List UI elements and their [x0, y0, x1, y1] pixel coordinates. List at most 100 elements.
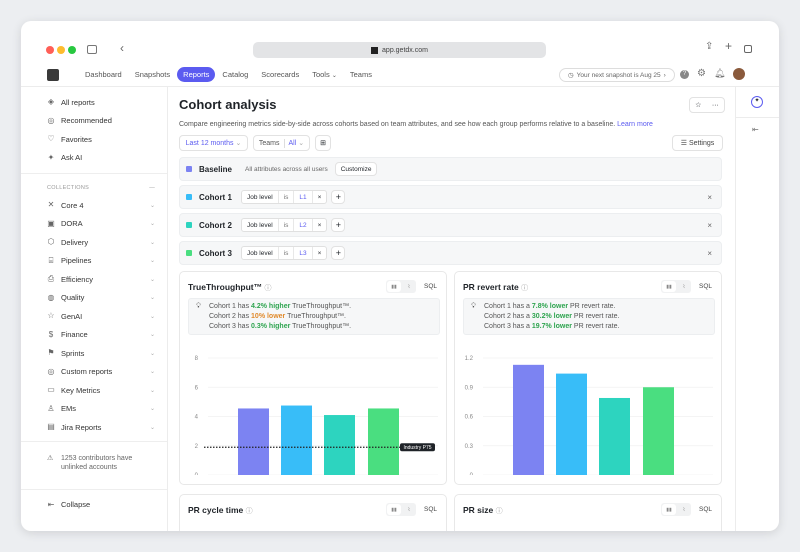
- remove-filter-icon[interactable]: ×: [317, 249, 322, 257]
- nav-tools[interactable]: Tools ⌄: [306, 67, 343, 82]
- learn-more-link[interactable]: Learn more: [617, 121, 653, 128]
- add-filter-button[interactable]: +: [331, 246, 346, 260]
- unlinked-accounts-warning[interactable]: ⚠ 1253 contributors have unlinked account…: [21, 446, 167, 486]
- chevron-down-icon[interactable]: ⌄: [149, 313, 155, 320]
- ai-assistant-icon[interactable]: ✦: [751, 96, 763, 108]
- filter-value[interactable]: L1: [294, 191, 313, 203]
- expand-panel-icon[interactable]: ⇤: [752, 125, 759, 134]
- maximize-window-button[interactable]: [68, 46, 76, 54]
- info-icon[interactable]: ⓘ: [495, 508, 503, 515]
- bell-icon[interactable]: 🔔︎: [714, 68, 726, 78]
- app-logo[interactable]: [47, 68, 59, 81]
- nav-scorecards[interactable]: Scorecards: [261, 70, 300, 79]
- help-icon[interactable]: ?: [680, 70, 689, 79]
- sidebar-item-collection[interactable]: ⎙ Efficiency ⌄: [21, 270, 167, 289]
- chevron-down-icon[interactable]: ⌄: [149, 424, 155, 431]
- collapse-collections-icon[interactable]: —: [149, 185, 155, 191]
- sidebar-item-collection[interactable]: ◍ Quality ⌄: [21, 289, 167, 308]
- remove-cohort-icon[interactable]: ×: [707, 248, 712, 258]
- cohort-filter[interactable]: Job level is L2 ×: [241, 218, 328, 232]
- cohort-filter[interactable]: Job level is L3 ×: [241, 246, 328, 260]
- sidebar-toggle-icon[interactable]: [87, 45, 97, 54]
- sidebar-item-collection[interactable]: ♙ EMs ⌄: [21, 400, 167, 419]
- chevron-down-icon[interactable]: ⌄: [149, 350, 155, 357]
- nav-snapshots[interactable]: Snapshots: [134, 70, 171, 79]
- teams-select[interactable]: Teams All ⌄: [253, 135, 310, 151]
- minimize-window-button[interactable]: [57, 46, 65, 54]
- sql-button[interactable]: SQL: [424, 283, 438, 290]
- sql-button[interactable]: SQL: [424, 506, 438, 513]
- line-chart-icon[interactable]: ⌇: [682, 283, 686, 290]
- sidebar-item-collection[interactable]: ⬡ Delivery ⌄: [21, 233, 167, 252]
- bar-chart-icon[interactable]: ▮▮: [662, 281, 676, 292]
- bar-chart-icon[interactable]: ▮▮: [662, 504, 676, 515]
- sidebar-item-collection[interactable]: $ Finance ⌄: [21, 326, 167, 345]
- sidebar-item-collection[interactable]: ☆ GenAI ⌄: [21, 307, 167, 326]
- chevron-down-icon[interactable]: ⌄: [149, 239, 155, 246]
- remove-cohort-icon[interactable]: ×: [707, 220, 712, 230]
- sidebar-item-collection[interactable]: ◎ Custom reports ⌄: [21, 363, 167, 382]
- sidebar-item-collection[interactable]: ▭ Key Metrics ⌄: [21, 381, 167, 400]
- chart-type-toggle[interactable]: ▮▮ ⌇: [386, 503, 416, 516]
- chevron-down-icon[interactable]: ⌄: [149, 387, 155, 394]
- tabs-overview-icon[interactable]: [744, 45, 752, 53]
- sql-button[interactable]: SQL: [699, 506, 713, 513]
- chevron-down-icon[interactable]: ⌄: [149, 221, 155, 228]
- filter-value[interactable]: L3: [294, 247, 313, 259]
- avatar[interactable]: [733, 68, 745, 80]
- nav-teams[interactable]: Teams: [349, 70, 372, 79]
- chevron-down-icon[interactable]: ⌄: [149, 295, 155, 302]
- info-icon[interactable]: ⓘ: [264, 285, 272, 292]
- sidebar-item-collection[interactable]: ⌸ Pipelines ⌄: [21, 252, 167, 271]
- more-icon[interactable]: ···: [711, 101, 719, 109]
- nav-dashboard[interactable]: Dashboard: [85, 70, 122, 79]
- line-chart-icon[interactable]: ⌇: [407, 283, 411, 290]
- close-window-button[interactable]: [46, 46, 54, 54]
- remove-filter-icon[interactable]: ×: [317, 221, 322, 229]
- sidebar-item-ask-ai[interactable]: ✦ Ask AI: [21, 149, 167, 168]
- sidebar-item-recommended[interactable]: ◎ Recommended: [21, 112, 167, 131]
- chevron-down-icon[interactable]: ⌄: [149, 332, 155, 339]
- line-chart-icon[interactable]: ⌇: [407, 506, 411, 513]
- new-tab-icon[interactable]: +: [725, 39, 733, 53]
- bar-chart-icon[interactable]: ▮▮: [387, 504, 401, 515]
- sidebar-item-collection[interactable]: ⚑ Sprints ⌄: [21, 344, 167, 363]
- chevron-down-icon[interactable]: ⌄: [149, 202, 155, 209]
- collapse-sidebar-button[interactable]: ⇤ Collapse: [21, 496, 167, 515]
- snapshot-notice[interactable]: ◷ Your next snapshot is Aug 25 ›: [559, 68, 675, 82]
- filter-value[interactable]: L2: [294, 219, 313, 231]
- chevron-down-icon[interactable]: ⌄: [149, 276, 155, 283]
- chevron-down-icon[interactable]: ⌄: [149, 369, 155, 376]
- info-icon[interactable]: ⓘ: [521, 285, 529, 292]
- info-icon[interactable]: ⓘ: [245, 508, 253, 515]
- sidebar-item-favorites[interactable]: ♡ Favorites: [21, 130, 167, 149]
- settings-gear-icon[interactable]: ⚙: [697, 68, 706, 79]
- chart-type-toggle[interactable]: ▮▮ ⌇: [386, 280, 416, 293]
- chevron-down-icon[interactable]: ⌄: [149, 258, 155, 265]
- address-bar[interactable]: app.getdx.com: [253, 42, 546, 58]
- filter-attribute[interactable]: Job level: [242, 219, 279, 231]
- customize-button[interactable]: Customize: [334, 162, 378, 176]
- bar-chart-icon[interactable]: ▮▮: [387, 281, 401, 292]
- remove-filter-icon[interactable]: ×: [317, 193, 322, 201]
- filter-operator[interactable]: is: [279, 247, 295, 259]
- share-icon[interactable]: ⇪: [705, 41, 714, 52]
- back-icon[interactable]: ‹: [120, 41, 124, 55]
- sidebar-item-collection[interactable]: ✕ Core 4 ⌄: [21, 196, 167, 215]
- sidebar-item-collection[interactable]: ▤ Jira Reports ⌄: [21, 418, 167, 437]
- filter-attribute[interactable]: Job level: [242, 247, 279, 259]
- chart-type-toggle[interactable]: ▮▮ ⌇: [661, 503, 691, 516]
- line-chart-icon[interactable]: ⌇: [682, 506, 686, 513]
- sql-button[interactable]: SQL: [699, 283, 713, 290]
- sidebar-item-collection[interactable]: ▣ DORA ⌄: [21, 215, 167, 234]
- add-filter-button[interactable]: +: [331, 218, 346, 232]
- remove-cohort-icon[interactable]: ×: [707, 192, 712, 202]
- sidebar-item-all-reports[interactable]: ◈ All reports: [21, 93, 167, 112]
- nav-catalog[interactable]: Catalog: [222, 70, 249, 79]
- filter-operator[interactable]: is: [279, 219, 295, 231]
- filter-attribute[interactable]: Job level: [242, 191, 279, 203]
- chart-type-toggle[interactable]: ▮▮ ⌇: [661, 280, 691, 293]
- grid-filter-icon[interactable]: ⊞: [315, 135, 331, 151]
- date-range-select[interactable]: Last 12 months ⌄: [179, 135, 248, 151]
- star-icon[interactable]: ☆: [695, 102, 702, 109]
